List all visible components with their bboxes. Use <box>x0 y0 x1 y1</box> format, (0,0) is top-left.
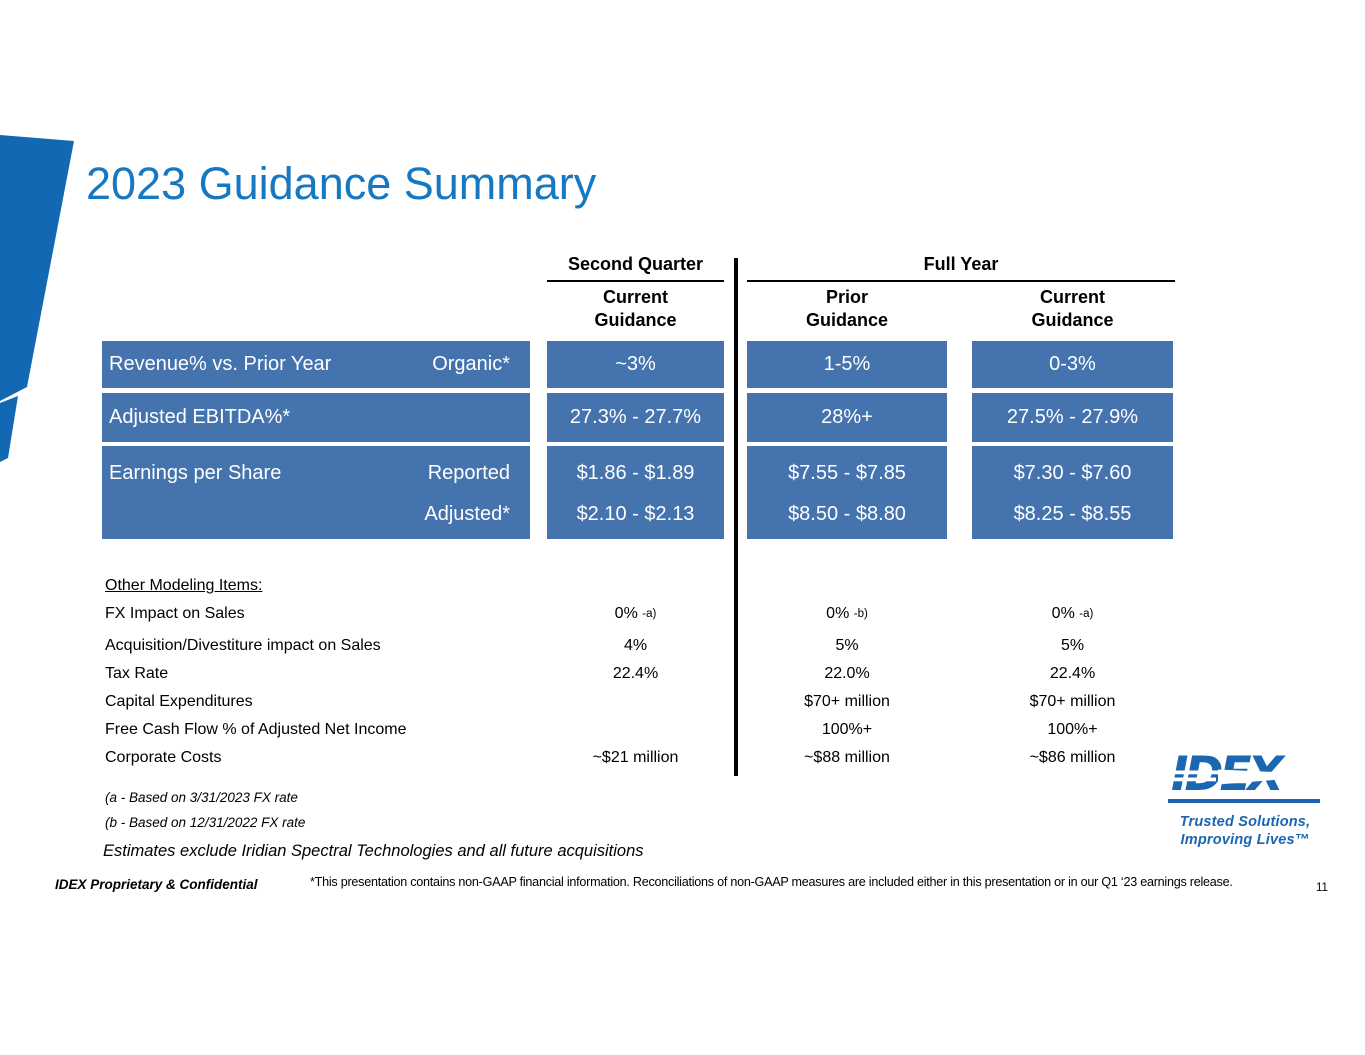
table-cell: 0-3% <box>972 341 1173 388</box>
table-cell: 27.3% - 27.7% <box>547 393 724 442</box>
om-row-fx-impact: FX Impact on Sales 0% -a) 0% -b) 0% -a) <box>0 601 1365 629</box>
row-label: Earnings per Share <box>109 462 282 484</box>
non-gaap-disclaimer: *This presentation contains non-GAAP fin… <box>310 875 1233 889</box>
row-label: Adjusted EBITDA%* <box>109 406 291 428</box>
om-value-prior: $70+ million <box>804 693 890 710</box>
confidential-label: IDEX Proprietary & Confidential <box>55 877 258 892</box>
om-label: FX Impact on Sales <box>105 605 245 622</box>
table-cell: $1.86 - $1.89 $2.10 - $2.13 <box>547 446 724 539</box>
om-value-current: $70+ million <box>1029 693 1116 710</box>
om-value: 0% <box>614 605 638 622</box>
row-label: Revenue% vs. Prior Year <box>109 353 332 375</box>
column-header-line: Guidance <box>594 309 677 330</box>
om-value-current: ~$86 million <box>1029 749 1116 766</box>
idex-wordmark-icon: IDEX <box>1168 747 1320 803</box>
om-value-prior: 0% -b) <box>747 605 947 623</box>
om-label: Acquisition/Divestiture impact on Sales <box>105 637 381 654</box>
column-header-sq-current-guidance: Current Guidance <box>547 286 724 334</box>
other-modeling-heading: Other Modeling Items: <box>105 577 263 594</box>
om-label: Capital Expenditures <box>105 693 253 710</box>
om-value: 0% <box>826 605 850 622</box>
column-header-line: Guidance <box>805 309 889 330</box>
cell-line-adjusted: $8.50 - $8.80 <box>788 503 906 525</box>
column-group-second-quarter: Second Quarter <box>547 254 724 282</box>
idex-logo: IDEX Trusted Solutions, Improving Lives™ <box>1168 746 1322 849</box>
row-sublabels: Reported Adjusted* <box>424 453 510 535</box>
page-number: 11 <box>1316 882 1328 894</box>
om-value-prior: 100%+ <box>821 721 873 738</box>
cell-line-reported: $7.55 - $7.85 <box>788 462 906 484</box>
cell-line-reported: $7.30 - $7.60 <box>1013 462 1132 484</box>
om-value-prior: ~$88 million <box>804 749 890 766</box>
column-header-line: Guidance <box>1031 309 1114 330</box>
table-cell: 1-5% <box>747 341 947 388</box>
om-value-current: 22.4% <box>1049 665 1096 682</box>
table-row-label-ebitda: Adjusted EBITDA%* <box>102 393 530 442</box>
row-sublabel-adjusted: Adjusted* <box>424 503 510 525</box>
om-row-capex: Capital Expenditures $70+ million $70+ m… <box>0 689 1365 717</box>
table-cell: 27.5% - 27.9% <box>972 393 1173 442</box>
om-label: Tax Rate <box>105 665 169 682</box>
table-cell: $7.55 - $7.85 $8.50 - $8.80 <box>747 446 947 539</box>
table-row-label-revenue: Revenue% vs. Prior Year Organic* <box>102 341 530 388</box>
om-row-corporate-costs: Corporate Costs ~$21 million ~$88 millio… <box>0 745 1365 773</box>
table-cell: $7.30 - $7.60 $8.25 - $8.55 <box>972 446 1173 539</box>
om-value-sq: 22.4% <box>612 665 659 682</box>
column-header-line: Prior <box>825 287 868 307</box>
om-footnote-ref: -a) <box>1079 608 1094 620</box>
om-value-sq: 4% <box>623 637 648 654</box>
cell-line-reported: $1.86 - $1.89 <box>576 462 695 484</box>
logo-tagline-line2: Improving Lives™ <box>1180 831 1310 848</box>
table-cell: 28%+ <box>747 393 947 442</box>
om-value-prior: 22.0% <box>824 665 870 682</box>
row-sublabel-reported: Reported <box>427 462 510 484</box>
column-header-fy-current-guidance: Current Guidance <box>972 286 1173 334</box>
column-header-line: Current <box>602 287 668 307</box>
column-header-fy-prior-guidance: Prior Guidance <box>747 286 947 334</box>
column-header-line: Current <box>1039 287 1105 307</box>
om-value: 0% <box>1051 605 1075 622</box>
om-row-free-cash-flow: Free Cash Flow % of Adjusted Net Income … <box>0 717 1365 745</box>
om-value-current: 0% -a) <box>972 605 1173 623</box>
om-label: Free Cash Flow % of Adjusted Net Income <box>105 721 407 738</box>
footnote-a: (a - Based on 3/31/2023 FX rate <box>105 790 298 805</box>
logo-tagline-line1: Trusted Solutions, <box>1179 814 1311 830</box>
om-footnote-ref: -b) <box>853 608 868 620</box>
cell-line-adjusted: $2.10 - $2.13 <box>576 503 695 525</box>
row-sublabel: Organic* <box>432 353 510 375</box>
page-title: 2023 Guidance Summary <box>86 158 597 209</box>
table-row-label-eps: Earnings per Share Reported Adjusted* <box>102 446 530 539</box>
om-footnote-ref: -a) <box>642 608 657 620</box>
om-value-sq: 0% -a) <box>547 605 724 623</box>
logo-tagline: Trusted Solutions, Improving Lives™ <box>1168 814 1322 849</box>
column-divider <box>734 258 738 776</box>
om-value-prior: 5% <box>835 637 859 654</box>
om-label: Corporate Costs <box>105 749 222 766</box>
om-value-current: 100%+ <box>1047 721 1098 738</box>
table-cell: ~3% <box>547 341 724 388</box>
om-row-acquisition: Acquisition/Divestiture impact on Sales … <box>0 633 1365 661</box>
column-group-full-year: Full Year <box>747 254 1175 282</box>
footnote-b: (b - Based on 12/31/2022 FX rate <box>105 815 306 830</box>
om-value-sq: ~$21 million <box>592 749 679 766</box>
om-row-tax-rate: Tax Rate 22.4% 22.0% 22.4% <box>0 661 1365 689</box>
footnote-estimates: Estimates exclude Iridian Spectral Techn… <box>103 842 644 860</box>
slash-decoration-icon <box>0 135 74 462</box>
cell-line-adjusted: $8.25 - $8.55 <box>1013 503 1132 525</box>
om-value-current: 5% <box>1060 637 1085 654</box>
